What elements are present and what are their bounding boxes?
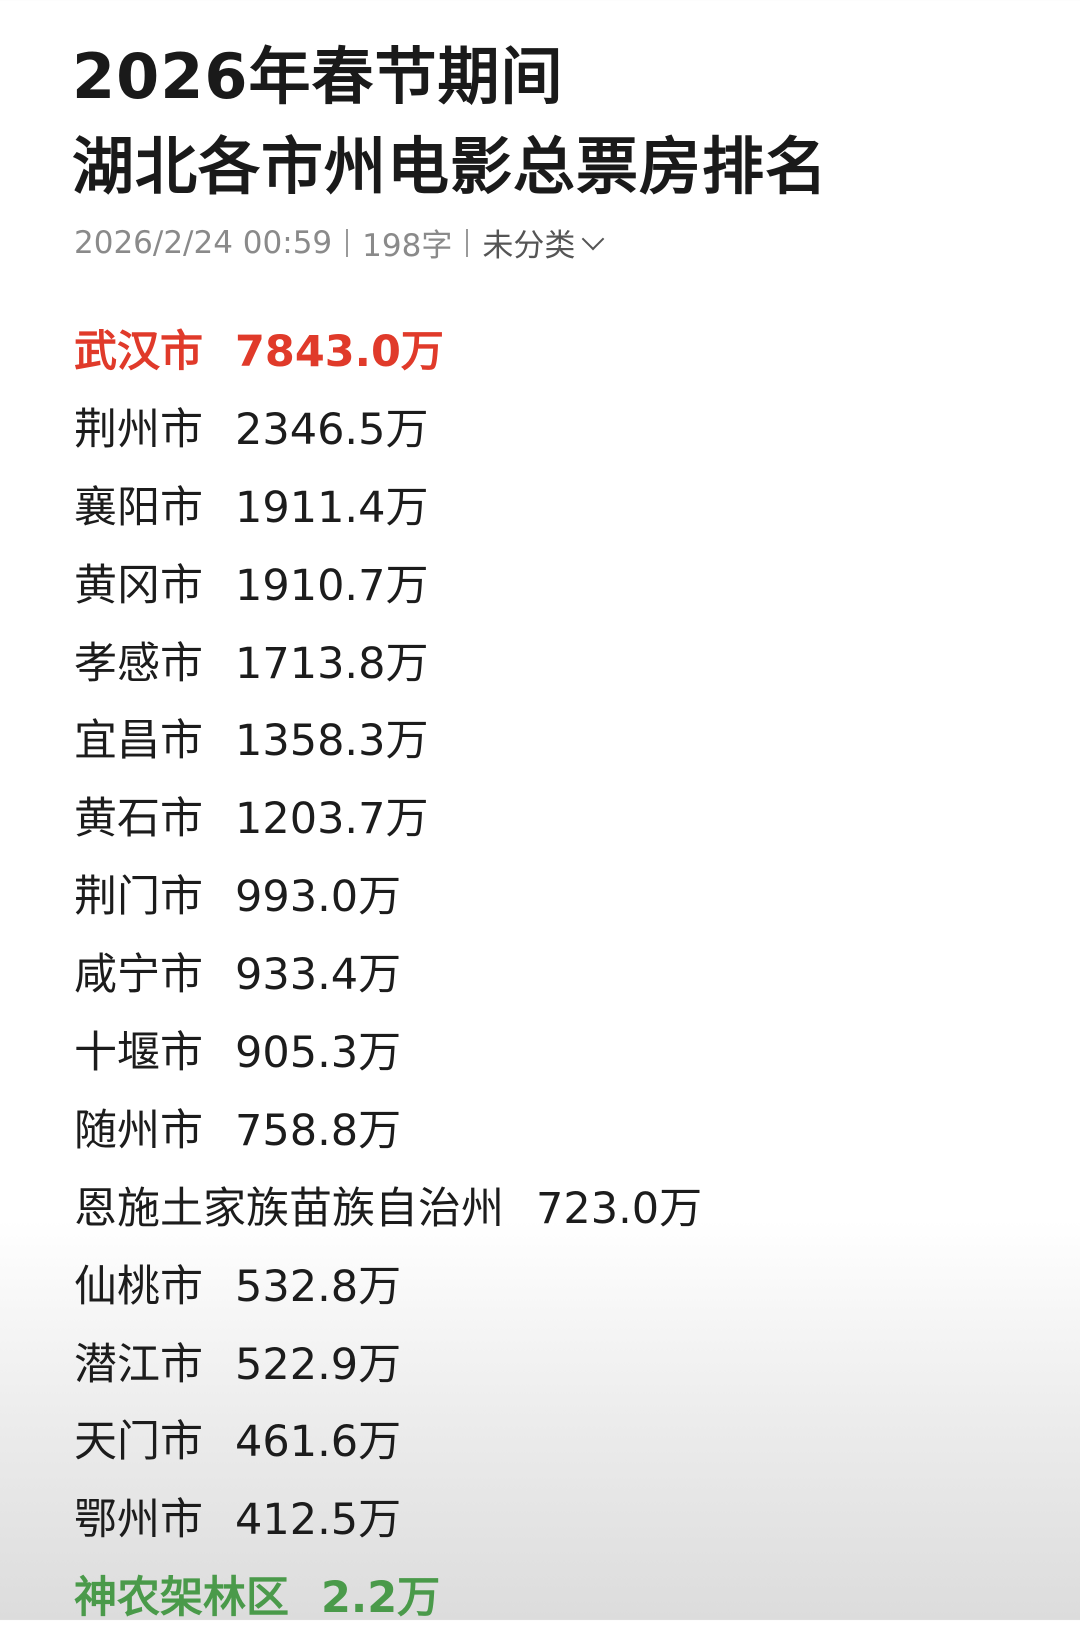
ranking-row: 孝感市 1713.8万 — [74, 634, 702, 712]
box-office-value: 993.0万 — [235, 872, 402, 923]
city-name: 黄石市 — [74, 794, 203, 845]
divider — [346, 228, 349, 257]
city-name: 宜昌市 — [74, 716, 203, 767]
ranking-row: 神农架林区 2.2万 — [74, 1568, 702, 1646]
box-office-value: 905.3万 — [235, 1028, 402, 1079]
ranking-row: 潜江市 522.9万 — [74, 1335, 702, 1413]
ranking-row: 仙桃市 532.8万 — [74, 1257, 702, 1335]
city-name: 荆州市 — [74, 404, 203, 455]
city-name: 黄冈市 — [74, 560, 203, 611]
box-office-value: 1910.7万 — [235, 560, 429, 611]
ranking-list: 武汉市 7843.0万 荆州市 2346.5万 襄阳市 1911.4万 黄冈市 1910.7万… — [74, 322, 702, 1646]
ranking-row: 黄冈市 1910.7万 — [74, 556, 702, 634]
city-name: 武汉市 — [74, 327, 203, 377]
city-name: 神农架林区 — [74, 1573, 289, 1624]
box-office-value: 2346.5万 — [235, 404, 429, 455]
ranking-row: 恩施土家族苗族自治州 723.0万 — [74, 1179, 702, 1257]
box-office-value: 933.4万 — [235, 950, 402, 1001]
category-dropdown[interactable]: 未分类 — [482, 220, 605, 265]
city-name: 鄂州市 — [74, 1495, 203, 1546]
box-office-value: 1911.4万 — [235, 482, 429, 533]
title-line-2: 湖北各市州电影总票房排名 — [72, 130, 829, 203]
ranking-row: 荆门市 993.0万 — [74, 867, 702, 945]
city-name: 十堰市 — [74, 1028, 203, 1079]
title-line-1: 2026年春节期间 — [72, 40, 564, 113]
city-name: 潜江市 — [74, 1339, 203, 1390]
box-office-value: 1713.8万 — [235, 638, 429, 689]
city-name: 咸宁市 — [74, 950, 203, 1001]
box-office-value: 522.9万 — [235, 1339, 402, 1390]
box-office-value: 532.8万 — [235, 1261, 402, 1312]
article-meta: 2026/2/24 00:59 198字 未分类 — [74, 220, 605, 265]
article-title: 2026年春节期间 湖北各市州电影总票房排名 — [72, 32, 828, 212]
ranking-row: 荆州市 2346.5万 — [74, 400, 702, 478]
box-office-value: 723.0万 — [536, 1183, 703, 1234]
category-label: 未分类 — [482, 228, 576, 264]
city-name: 孝感市 — [74, 638, 203, 689]
ranking-row: 武汉市 7843.0万 — [74, 322, 702, 400]
ranking-row: 随州市 758.8万 — [74, 1101, 702, 1179]
city-name: 荆门市 — [74, 872, 203, 923]
ranking-row: 十堰市 905.3万 — [74, 1023, 702, 1101]
divider — [466, 228, 469, 257]
city-name: 恩施土家族苗族自治州 — [74, 1183, 504, 1234]
ranking-row: 宜昌市 1358.3万 — [74, 711, 702, 789]
ranking-row: 天门市 461.6万 — [74, 1412, 702, 1490]
ranking-row: 黄石市 1203.7万 — [74, 789, 702, 867]
box-office-value: 2.2万 — [321, 1573, 441, 1624]
ranking-row: 鄂州市 412.5万 — [74, 1490, 702, 1568]
box-office-value: 461.6万 — [235, 1417, 402, 1468]
city-name: 随州市 — [74, 1105, 203, 1156]
city-name: 襄阳市 — [74, 482, 203, 533]
publish-date: 2026/2/24 00:59 — [74, 224, 333, 261]
box-office-value: 1203.7万 — [235, 794, 429, 845]
box-office-value: 758.8万 — [235, 1105, 402, 1156]
ranking-row: 咸宁市 933.4万 — [74, 945, 702, 1023]
word-count: 198字 — [362, 228, 453, 264]
box-office-value: 412.5万 — [235, 1495, 402, 1546]
city-name: 仙桃市 — [74, 1261, 203, 1312]
box-office-value: 7843.0万 — [235, 327, 444, 377]
chevron-down-icon — [582, 227, 605, 250]
city-name: 天门市 — [74, 1417, 203, 1468]
box-office-value: 1358.3万 — [235, 716, 429, 767]
ranking-row: 襄阳市 1911.4万 — [74, 478, 702, 556]
